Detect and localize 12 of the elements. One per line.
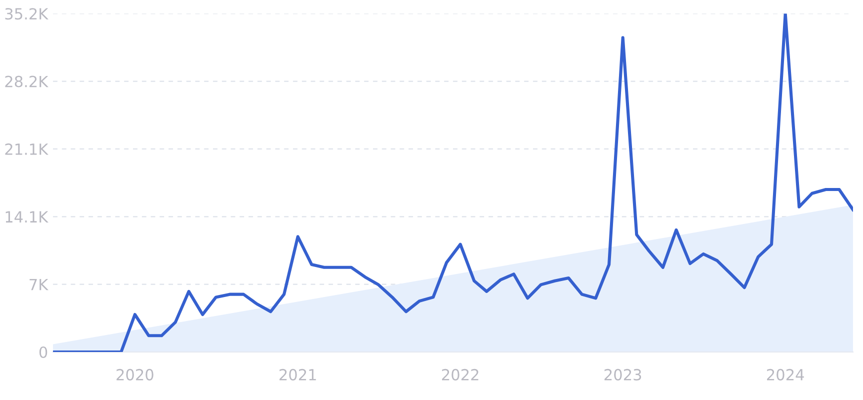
y-tick-label: 7K [30,278,48,290]
y-tick-label: 14.1K [6,211,48,222]
x-tick-label: 2023 [604,368,642,380]
line-series [53,14,853,352]
x-tick-label: 2020 [116,368,154,380]
x-tick-label: 2021 [280,368,316,380]
y-tick-label: 35.2K [5,8,48,20]
x-tick-label: 2024 [767,368,804,380]
y-tick-label: 0 [39,346,48,358]
y-tick-label: 21.1K [5,143,48,155]
x-tick-label: 2022 [442,368,478,380]
y-tick-label: 28.2K [5,76,48,88]
